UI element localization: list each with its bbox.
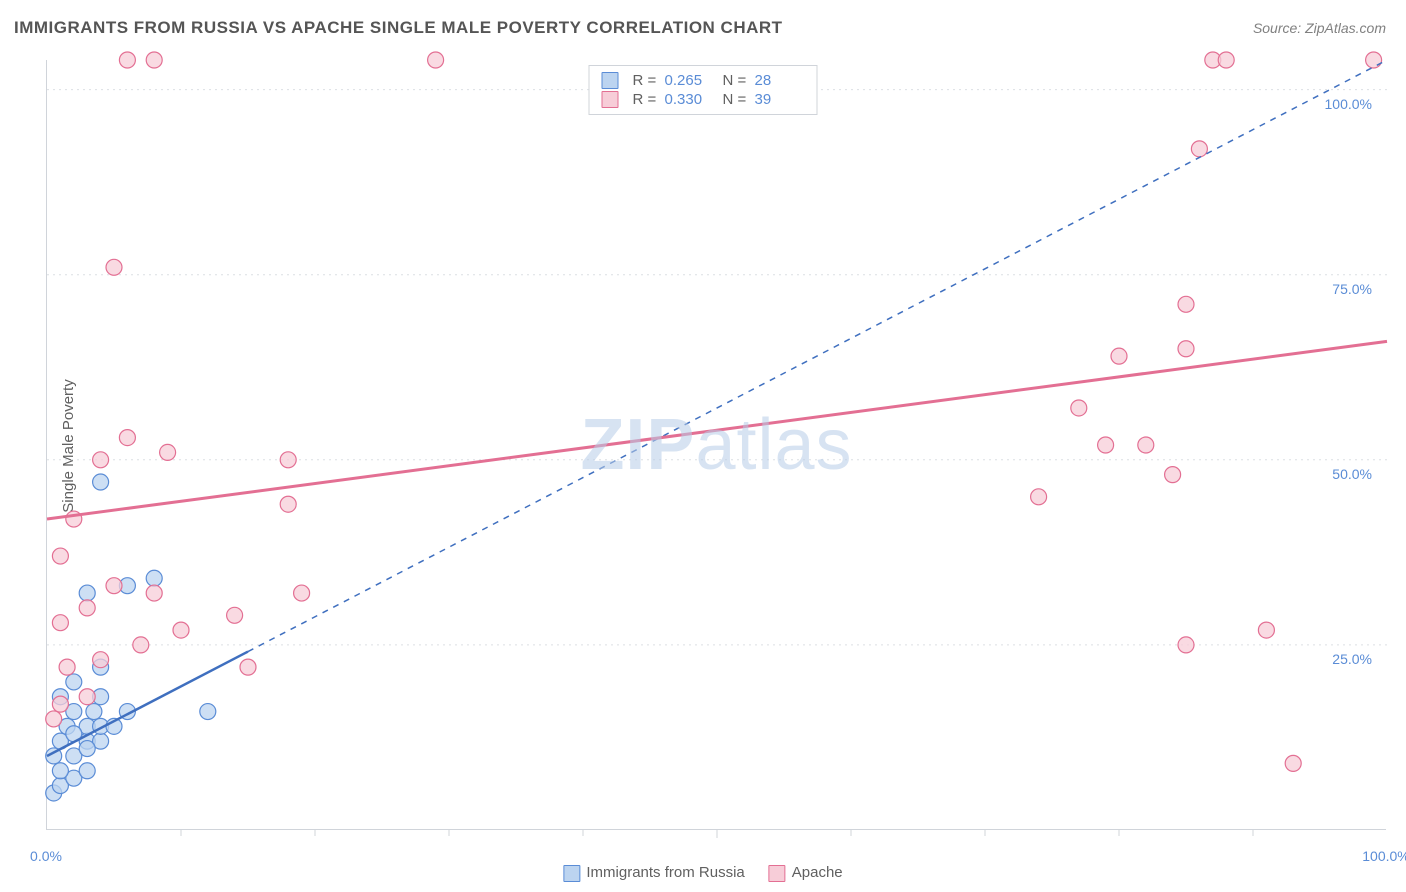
legend-swatch-icon [602, 91, 619, 108]
plot-area: ZIPatlas [46, 60, 1386, 830]
chart-container: IMMIGRANTS FROM RUSSIA VS APACHE SINGLE … [0, 0, 1406, 892]
legend-row-apache: R =0.330N =39 [602, 90, 805, 109]
legend-swatch-icon [769, 865, 786, 882]
x-tick-label: 100.0% [1362, 848, 1406, 864]
source-label: Source: ZipAtlas.com [1253, 20, 1386, 36]
y-tick-label: 100.0% [1325, 96, 1372, 112]
series-legend: Immigrants from Russia Apache [563, 864, 842, 882]
legend-row-russia: R =0.265N =28 [602, 71, 805, 90]
plot-svg [47, 60, 1387, 830]
y-tick-label: 75.0% [1332, 281, 1372, 297]
chart-title: IMMIGRANTS FROM RUSSIA VS APACHE SINGLE … [14, 18, 783, 38]
legend-item-apache: Apache [769, 864, 843, 882]
correlation-legend: R =0.265N =28R =0.330N =39 [589, 65, 818, 115]
x-tick-label: 0.0% [30, 848, 62, 864]
y-tick-label: 25.0% [1332, 651, 1372, 667]
legend-swatch-icon [602, 72, 619, 89]
legend-item-russia: Immigrants from Russia [563, 864, 744, 882]
legend-swatch-icon [563, 865, 580, 882]
y-tick-label: 50.0% [1332, 466, 1372, 482]
